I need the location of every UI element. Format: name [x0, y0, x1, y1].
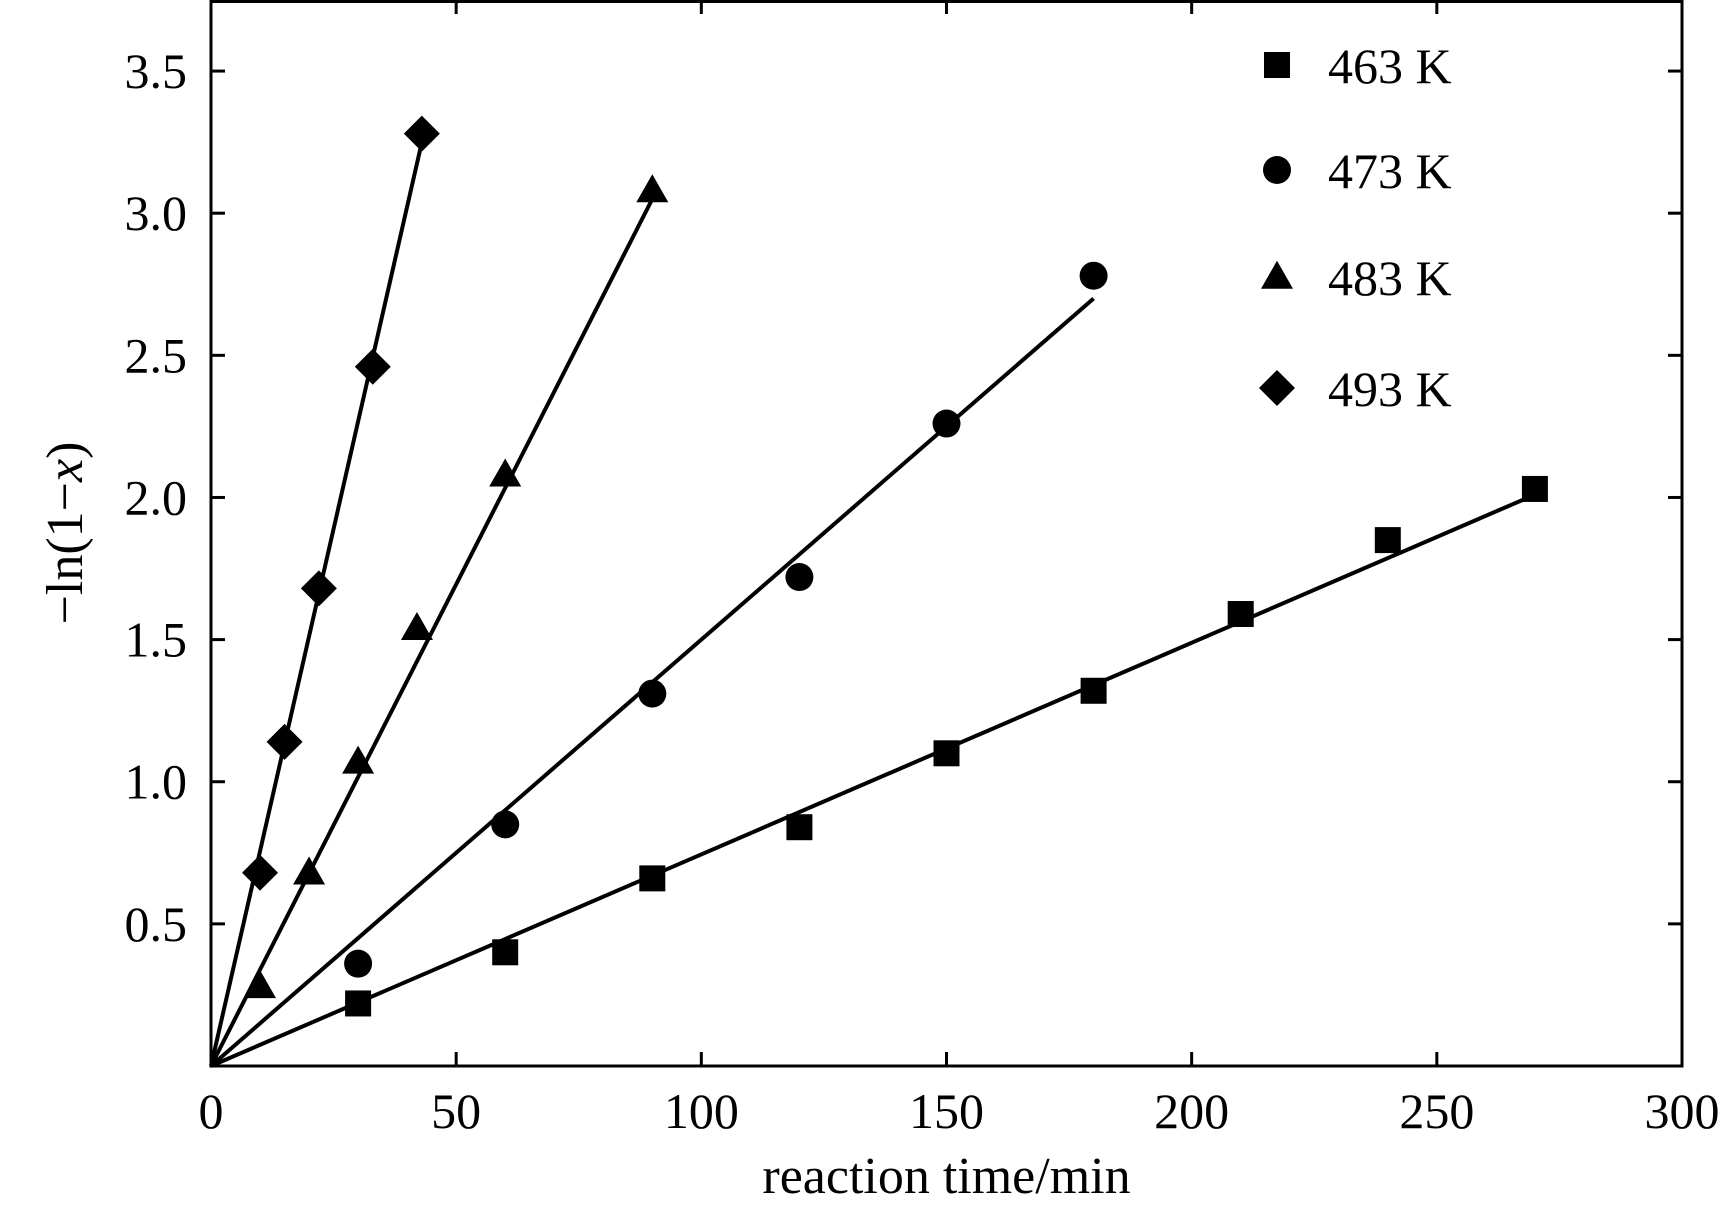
legend-label-3: 493 K [1328, 361, 1452, 417]
y-tick-label: 2.5 [125, 327, 188, 383]
data-point-series-0 [1374, 527, 1401, 554]
data-markers [242, 115, 1548, 1017]
data-point-series-2 [400, 611, 433, 640]
data-point-series-1 [785, 563, 814, 592]
data-point-series-2 [342, 745, 375, 774]
legend-marker-2 [1261, 260, 1293, 289]
data-point-series-3 [300, 570, 337, 607]
data-point-series-3 [403, 115, 440, 152]
y-tick-label: 1.0 [125, 754, 188, 810]
legend-label-1: 473 K [1328, 143, 1452, 199]
data-point-series-3 [354, 348, 391, 385]
x-tick-label: 150 [909, 1083, 984, 1139]
x-tick-label: 250 [1399, 1083, 1474, 1139]
data-point-series-3 [266, 723, 303, 760]
data-point-series-1 [638, 679, 667, 708]
fit-line-series-3 [209, 141, 424, 1067]
data-point-series-1 [1079, 261, 1108, 290]
fit-line-series-0 [210, 492, 1536, 1068]
data-point-series-2 [244, 970, 277, 999]
data-point-series-0 [786, 814, 813, 841]
y-axis-title-variable: x [37, 459, 94, 483]
legend-marker-1 [1263, 156, 1291, 184]
x-axis-title: reaction time/min [762, 1148, 1130, 1205]
data-point-series-1 [932, 409, 961, 438]
data-point-series-0 [933, 740, 960, 767]
data-point-series-2 [293, 856, 326, 885]
data-point-series-0 [1227, 601, 1254, 628]
legend-marker-3 [1259, 370, 1295, 406]
y-axis-title: −ln(1−x) [37, 442, 94, 625]
legend-label-2: 483 K [1328, 250, 1452, 306]
y-tick-label: 3.5 [125, 43, 188, 99]
data-point-series-0 [1080, 677, 1107, 704]
data-point-series-0 [1521, 475, 1548, 502]
fit-line-series-2 [209, 198, 655, 1067]
legend: 463 K 473 K 483 K 493 K [1259, 38, 1452, 417]
y-tick-label: 0.5 [125, 896, 188, 952]
data-point-series-1 [344, 949, 373, 978]
x-tick-label: 50 [431, 1083, 481, 1139]
data-point-series-0 [492, 939, 519, 966]
x-tick-label: 0 [199, 1083, 224, 1139]
data-point-series-0 [639, 865, 666, 892]
legend-marker-0 [1264, 52, 1290, 78]
y-tick-label: 2.0 [125, 469, 188, 525]
x-tick-label: 100 [664, 1083, 739, 1139]
y-tick-label: 1.5 [125, 612, 188, 668]
x-tick-label: 200 [1154, 1083, 1229, 1139]
axis-ticks: 0 50 100 150 200 250 300 0.5 1.0 1.5 2.0 2.5 3.0 3.5 [125, 0, 1720, 1139]
data-point-series-1 [491, 810, 520, 839]
y-axis-title-prefix: −ln(1− [37, 482, 94, 624]
data-point-series-2 [489, 458, 522, 487]
legend-label-0: 463 K [1328, 38, 1452, 94]
data-point-series-0 [345, 990, 372, 1017]
y-tick-label: 3.0 [125, 185, 188, 241]
x-tick-label: 300 [1645, 1083, 1720, 1139]
data-point-series-3 [242, 854, 279, 891]
data-point-series-2 [636, 174, 669, 203]
y-axis-title-suffix: ) [37, 442, 94, 459]
